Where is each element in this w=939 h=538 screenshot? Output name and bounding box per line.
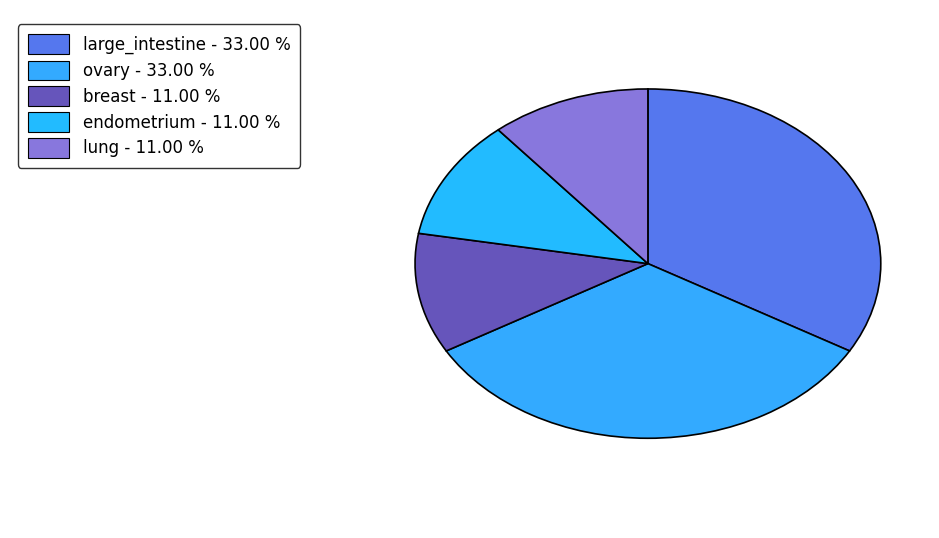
Legend: large_intestine - 33.00 %, ovary - 33.00 %, breast - 11.00 %, endometrium - 11.0: large_intestine - 33.00 %, ovary - 33.00…	[18, 24, 300, 167]
Wedge shape	[648, 89, 881, 351]
Wedge shape	[499, 89, 648, 264]
Wedge shape	[446, 264, 850, 438]
Wedge shape	[419, 130, 648, 264]
Wedge shape	[415, 233, 648, 351]
